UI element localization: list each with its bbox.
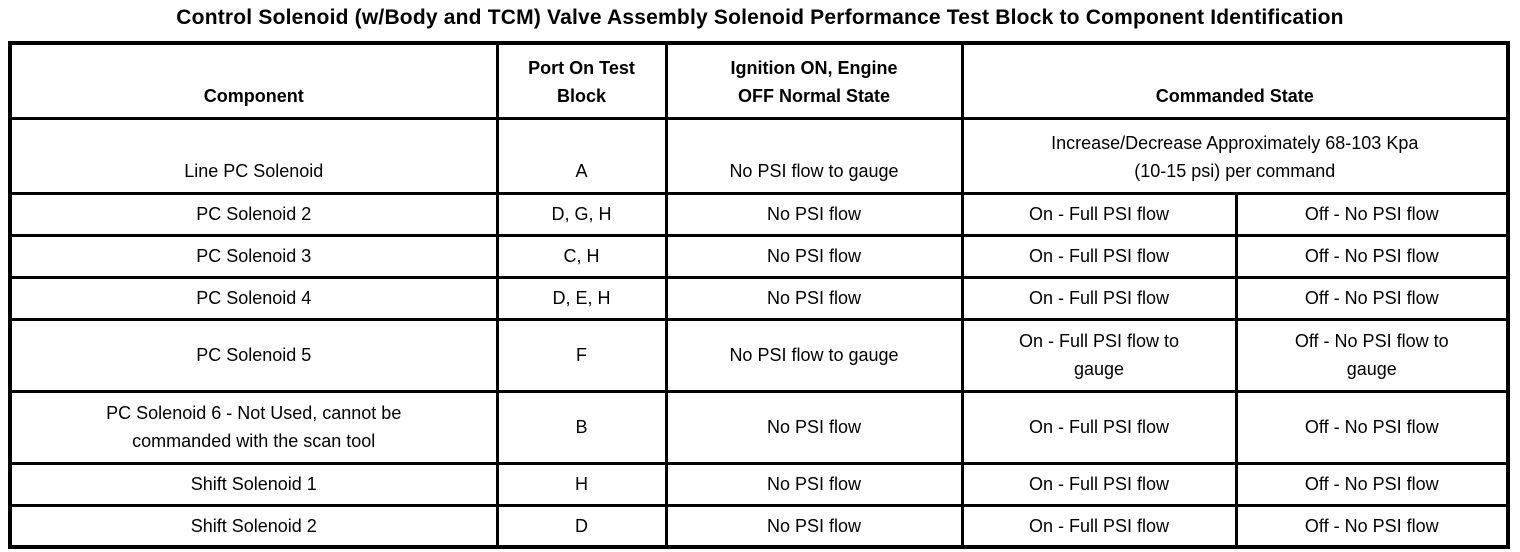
commanded-on-cell: On - Full PSI flow xyxy=(960,191,1238,237)
component-cell: PC Solenoid 4 xyxy=(8,275,499,321)
commanded-off-cell: Off - No PSI flow to gauge xyxy=(1234,317,1510,393)
component-cell: Shift Solenoid 2 xyxy=(8,503,499,549)
header-port-on-test-block: Port On Test Block xyxy=(495,41,668,120)
component-cell: Line PC Solenoid xyxy=(8,116,499,195)
commanded-off-cell: Off - No PSI flow xyxy=(1234,389,1510,465)
port-cell: H xyxy=(495,461,668,507)
header-row: Component Port On Test Block Ignition ON… xyxy=(8,41,1510,120)
table-row-pc-solenoid-2: PC Solenoid 2 D, G, H No PSI flow On - F… xyxy=(8,191,1510,237)
component-cell: PC Solenoid 3 xyxy=(8,233,499,279)
table-row-shift-solenoid-2: Shift Solenoid 2 D No PSI flow On - Full… xyxy=(8,503,1510,549)
commanded-off-cell: Off - No PSI flow xyxy=(1234,503,1510,549)
normal-state-cell: No PSI flow xyxy=(664,191,964,237)
table-row-pc-solenoid-6: PC Solenoid 6 - Not Used, cannot be comm… xyxy=(8,389,1510,465)
port-cell: D xyxy=(495,503,668,549)
header-normal-state: Ignition ON, Engine OFF Normal State xyxy=(664,41,964,120)
port-cell: A xyxy=(495,116,668,195)
commanded-on-cell: On - Full PSI flow to gauge xyxy=(960,317,1238,393)
commanded-on-cell: On - Full PSI flow xyxy=(960,389,1238,465)
commanded-off-cell: Off - No PSI flow xyxy=(1234,191,1510,237)
commanded-state-cell: Increase/Decrease Approximately 68-103 K… xyxy=(960,116,1510,195)
port-cell: B xyxy=(495,389,668,465)
normal-state-cell: No PSI flow xyxy=(664,275,964,321)
commanded-on-cell: On - Full PSI flow xyxy=(960,503,1238,549)
normal-state-cell: No PSI flow xyxy=(664,389,964,465)
commanded-off-cell: Off - No PSI flow xyxy=(1234,461,1510,507)
commanded-on-cell: On - Full PSI flow xyxy=(960,461,1238,507)
component-cell: PC Solenoid 5 xyxy=(8,317,499,393)
table-row-pc-solenoid-5: PC Solenoid 5 F No PSI flow to gauge On … xyxy=(8,317,1510,393)
normal-state-cell: No PSI flow to gauge xyxy=(664,317,964,393)
port-cell: C, H xyxy=(495,233,668,279)
component-cell: PC Solenoid 6 - Not Used, cannot be comm… xyxy=(8,389,499,465)
normal-state-cell: No PSI flow xyxy=(664,503,964,549)
page-title: Control Solenoid (w/Body and TCM) Valve … xyxy=(176,6,1344,29)
table-row-line-pc-solenoid: Line PC Solenoid A No PSI flow to gauge … xyxy=(8,116,1510,195)
header-component: Component xyxy=(8,41,499,120)
commanded-off-cell: Off - No PSI flow xyxy=(1234,275,1510,321)
normal-state-cell: No PSI flow to gauge xyxy=(664,116,964,195)
port-cell: D, G, H xyxy=(495,191,668,237)
table-row-pc-solenoid-3: PC Solenoid 3 C, H No PSI flow On - Full… xyxy=(8,233,1510,279)
header-commanded-state: Commanded State xyxy=(960,41,1510,120)
solenoid-performance-table: Component Port On Test Block Ignition ON… xyxy=(8,41,1510,549)
commanded-on-cell: On - Full PSI flow xyxy=(960,233,1238,279)
normal-state-cell: No PSI flow xyxy=(664,233,964,279)
commanded-off-cell: Off - No PSI flow xyxy=(1234,233,1510,279)
port-cell: D, E, H xyxy=(495,275,668,321)
commanded-on-cell: On - Full PSI flow xyxy=(960,275,1238,321)
table-row-shift-solenoid-1: Shift Solenoid 1 H No PSI flow On - Full… xyxy=(8,461,1510,507)
component-cell: Shift Solenoid 1 xyxy=(8,461,499,507)
component-cell: PC Solenoid 2 xyxy=(8,191,499,237)
normal-state-cell: No PSI flow xyxy=(664,461,964,507)
table-row-pc-solenoid-4: PC Solenoid 4 D, E, H No PSI flow On - F… xyxy=(8,275,1510,321)
port-cell: F xyxy=(495,317,668,393)
